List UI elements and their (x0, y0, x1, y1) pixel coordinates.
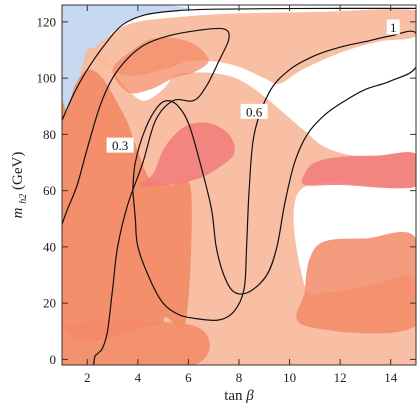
x-tick-label: 6 (185, 370, 192, 385)
contour-lines (62, 7, 416, 365)
contour-label-bg (386, 19, 400, 35)
x-axis-ticks: 2 4 6 8 10 12 14 (84, 5, 398, 385)
x-tick-label: 8 (236, 370, 243, 385)
region-pink-right (301, 152, 416, 189)
y-tick-label: 60 (43, 183, 56, 198)
shaded-regions (62, 5, 416, 365)
x-tick-label: 2 (84, 370, 91, 385)
x-tick-label: 4 (135, 370, 142, 385)
y-tick-label: 80 (43, 127, 56, 142)
y-tick-label: 40 (43, 239, 56, 254)
x-tick-label: 10 (283, 370, 296, 385)
region-pink-left (140, 122, 235, 187)
x-tick-label: 12 (334, 370, 347, 385)
contour-label-1: 1 (390, 20, 397, 35)
y-tick-label: 20 (43, 296, 56, 311)
y-axis-title-m: m (10, 207, 26, 218)
y-axis-title-subscript: h2 (18, 194, 29, 204)
contour-label-0-3: 0.3 (112, 138, 128, 153)
y-tick-label: 120 (37, 14, 57, 29)
contour-line-0-3 (62, 27, 230, 365)
y-tick-label: 0 (50, 352, 57, 367)
y-axis-title: m h2 (GeV) (10, 152, 30, 219)
contour-label-bg (106, 137, 134, 153)
x-axis-title: tan β (224, 388, 254, 404)
x-tick-label: 14 (384, 370, 398, 385)
contour-label-bg (240, 103, 268, 119)
contour-line-1 (62, 7, 416, 121)
y-axis-title-suffix: (GeV) (10, 152, 26, 190)
x-axis-title-symbol: β (245, 388, 254, 404)
x-axis-title-text: tan (224, 388, 243, 404)
contour-line-0-6 (132, 30, 416, 322)
region-medium-bottom-left (62, 320, 210, 365)
region-medium-center-top (112, 37, 209, 94)
region-blue (62, 5, 192, 122)
contour-label-0-6: 0.6 (246, 104, 263, 119)
contour-labels: 0.3 0.6 1 (106, 19, 400, 153)
region-medium-right-lower (296, 231, 416, 334)
y-axis-ticks: 0 20 40 60 80 100 120 (37, 14, 416, 367)
y-tick-label: 100 (37, 71, 57, 86)
